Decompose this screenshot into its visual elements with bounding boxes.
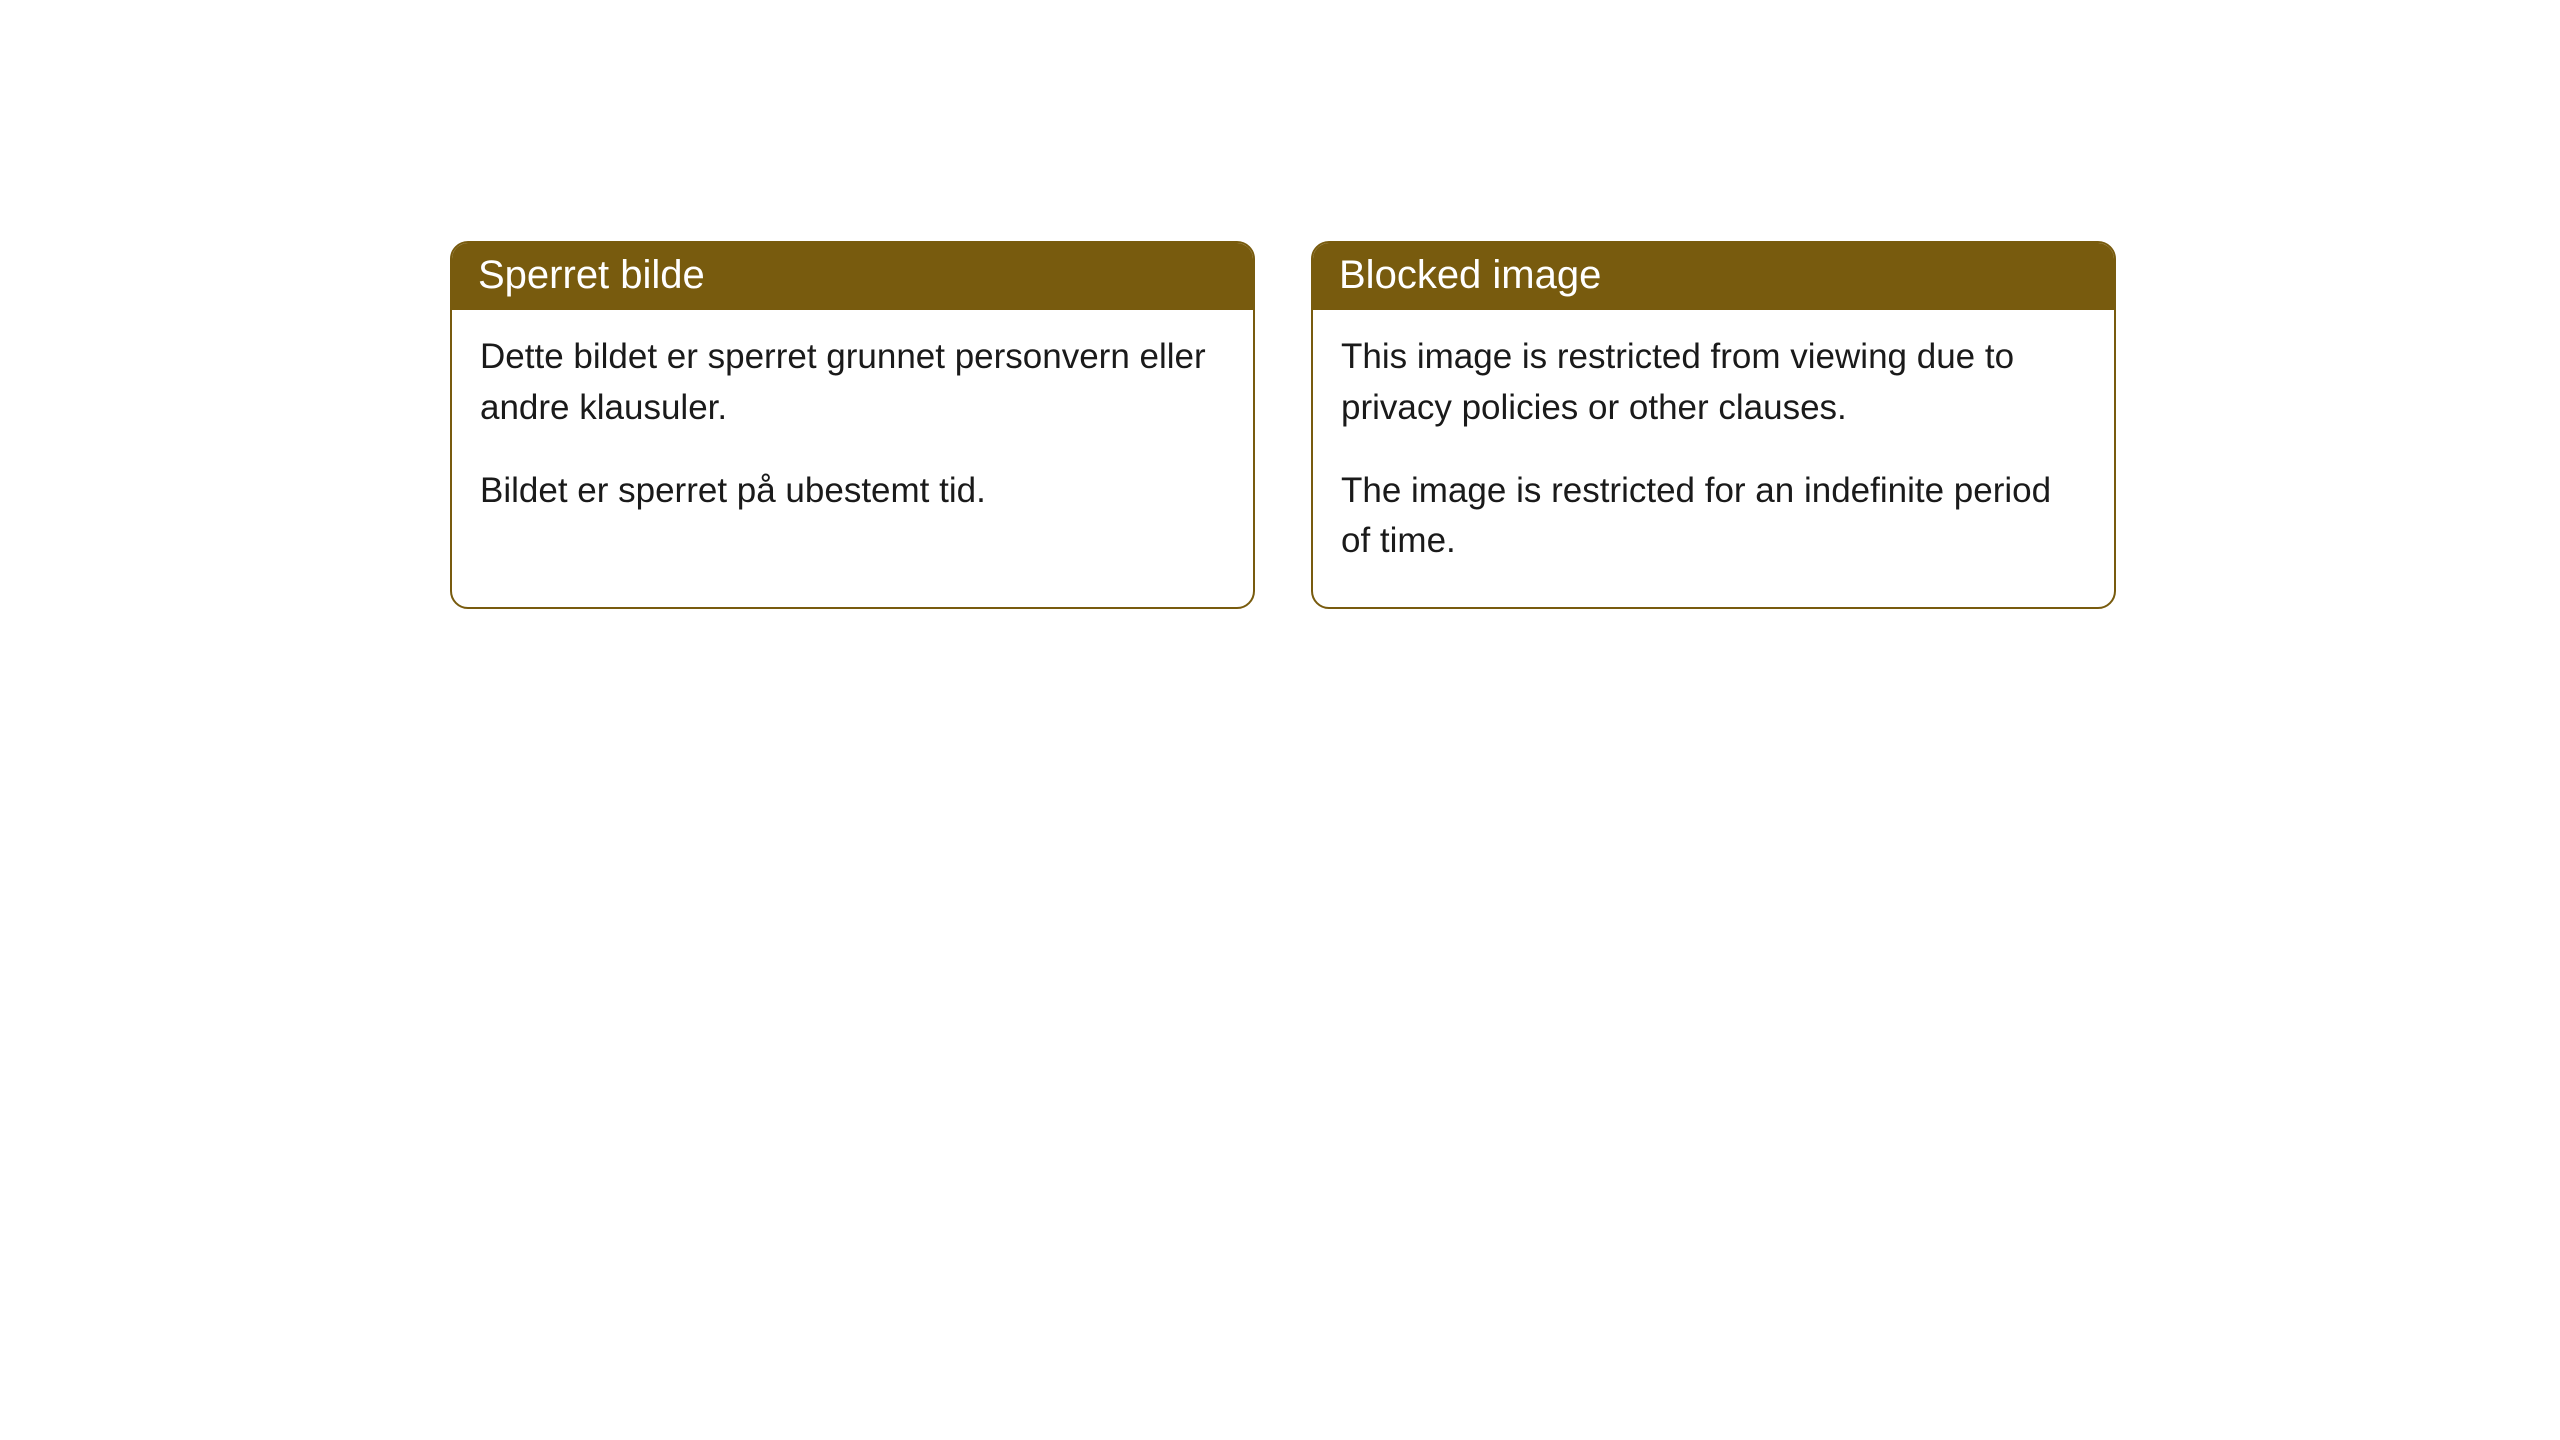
card-header: Blocked image [1313, 243, 2114, 310]
notice-card-english: Blocked image This image is restricted f… [1311, 241, 2116, 609]
notice-card-norwegian: Sperret bilde Dette bildet er sperret gr… [450, 241, 1255, 609]
card-text-line1: This image is restricted from viewing du… [1341, 332, 2086, 434]
card-text-line2: Bildet er sperret på ubestemt tid. [480, 466, 1225, 517]
card-text-line2: The image is restricted for an indefinit… [1341, 466, 2086, 568]
card-title: Sperret bilde [478, 253, 705, 297]
card-body: Dette bildet er sperret grunnet personve… [452, 310, 1253, 556]
notice-cards-container: Sperret bilde Dette bildet er sperret gr… [450, 241, 2116, 609]
card-body: This image is restricted from viewing du… [1313, 310, 2114, 607]
card-title: Blocked image [1339, 253, 1601, 297]
card-header: Sperret bilde [452, 243, 1253, 310]
card-text-line1: Dette bildet er sperret grunnet personve… [480, 332, 1225, 434]
